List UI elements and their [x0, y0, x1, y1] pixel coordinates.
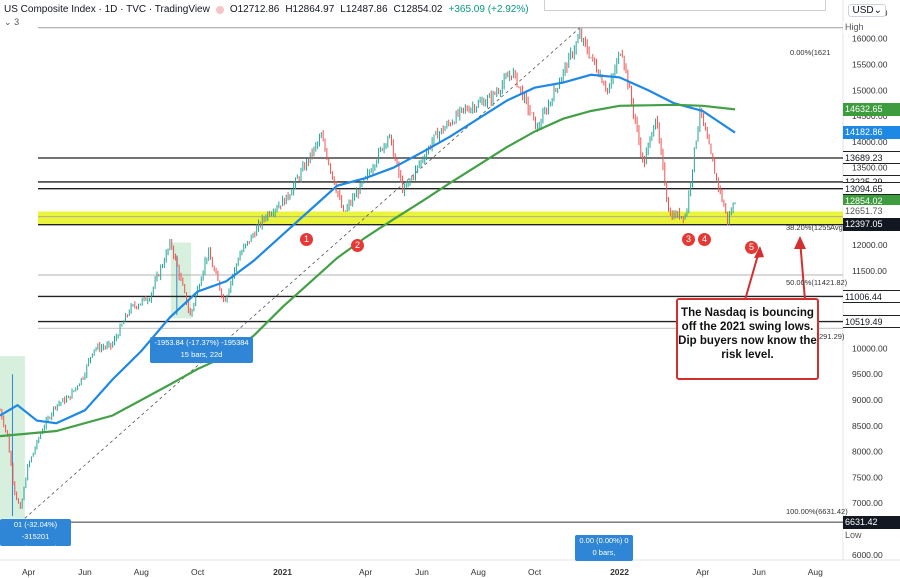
fib-label-382: 38.20%(1255 — [786, 223, 831, 232]
ma-slow-line — [0, 103, 736, 438]
y-tick-label: 7000.00 — [852, 498, 883, 508]
y-tick-label: 7500.00 — [852, 472, 883, 482]
ohlc-change: +365.09 (+2.92%) — [448, 4, 529, 15]
status-dot-icon — [215, 5, 224, 14]
price-axis-label: 14632.65 — [843, 102, 900, 116]
y-tick-label: 16000.00 — [852, 34, 888, 44]
currency-select[interactable]: USD⌄ — [848, 4, 886, 17]
swing-marker-1: 1 — [300, 233, 313, 246]
search-bar[interactable] — [544, 0, 826, 11]
measure-box-2: 01 (-32.04%) -315201 20 bars, 28d — [0, 519, 71, 553]
measure-box-3: 0.00 (0.00%) 0 0 bars, — [575, 535, 633, 561]
measure-box-1-line1: -1953.84 (-17.37%) -195384 — [154, 338, 249, 347]
chart-header: US Composite Index · 1D · TVC · TradingV… — [4, 4, 529, 15]
x-tick-label: Jun — [752, 567, 766, 577]
x-tick-label: 2022 — [610, 567, 629, 577]
ohlc-open: O12712.86 — [229, 4, 280, 15]
swing-marker-5: 5 — [745, 241, 758, 254]
x-tick-label: Apr — [696, 567, 709, 577]
measure-box-3-line2: 0 bars, — [592, 548, 616, 557]
x-tick-label: Aug — [134, 567, 149, 577]
x-tick-label: Apr — [359, 567, 372, 577]
measure-box-1-line2: 15 bars, 22d — [180, 350, 223, 359]
price-axis-label: 12854.02 — [843, 194, 900, 208]
fib-label-50: 50.00%(11421.82) — [786, 278, 848, 287]
callout-arrowhead-left — [754, 246, 764, 258]
y-tick-label: 8000.00 — [852, 447, 883, 457]
y-tick-label: 14000.00 — [852, 137, 888, 147]
x-tick-label: 2021 — [273, 567, 292, 577]
y-tick-label: 14500.00 — [852, 111, 888, 121]
annotation-callout: The Nasdaq is bouncing off the 2021 swin… — [676, 298, 819, 380]
callout-arrow-right — [799, 239, 806, 301]
chart-title: US Composite Index · 1D · TVC · TradingV… — [4, 4, 210, 15]
y-tick-label: 8500.00 — [852, 421, 883, 431]
x-tick-label: Jun — [415, 567, 429, 577]
chevron-down-icon: ⌄ — [873, 5, 882, 16]
fib-label-100: 100.00%(6631.42) — [786, 507, 848, 516]
price-axis-label: 14182.86 — [843, 125, 900, 139]
fib-label-0: 0.00%(1621 — [790, 48, 831, 57]
y-tick-label: 10000.00 — [852, 343, 888, 353]
x-tick-label: Apr — [22, 567, 35, 577]
y-tick-label: 15000.00 — [852, 85, 888, 95]
price-axis-label: 13689.23 — [843, 151, 900, 165]
y-tick-label: 12000.00 — [852, 240, 888, 250]
price-axis-label: 12397.05 — [843, 218, 900, 232]
fib-label-618: 291.29) — [819, 332, 845, 341]
ohlc-high: H12864.97 — [285, 4, 335, 15]
measure-box-2-line1: 01 (-32.04%) -315201 — [13, 520, 58, 541]
y-tick-label: 6000.00 — [852, 550, 883, 560]
chevron-down-icon: ⌄ — [4, 17, 12, 27]
swing-marker-4: 4 — [698, 233, 711, 246]
y-tick-label: 13500.00 — [852, 163, 888, 173]
indicator-count: 3 — [14, 17, 20, 27]
y-tick-label: 9500.00 — [852, 369, 883, 379]
price-bars — [0, 28, 736, 509]
x-tick-label: Oct — [191, 567, 205, 577]
price-axis-label: 12651.73 — [843, 205, 900, 219]
ohlc-close: C12854.02 — [393, 4, 443, 15]
y-tick-label: 15500.00 — [852, 60, 888, 70]
x-tick-label: Oct — [528, 567, 542, 577]
trendline — [20, 27, 581, 523]
y-tick-label: 11500.00 — [852, 266, 887, 276]
price-axis-label: High — [843, 21, 900, 35]
price-axis-label: 10519.49 — [843, 315, 900, 329]
x-tick-label: Jun — [78, 567, 92, 577]
currency-label: USD — [852, 5, 874, 16]
price-axis-label: 13094.65 — [843, 182, 900, 196]
price-axis-label: 6631.42 — [843, 515, 900, 529]
measure-box-2-line2: 20 bars, 28d — [14, 544, 57, 553]
x-tick-label: Aug — [471, 567, 486, 577]
callout-arrowhead-right — [794, 236, 806, 249]
price-axis-label: 11006.44 — [843, 289, 900, 303]
ma-fast-line — [0, 73, 736, 425]
swing-marker-3: 3 — [682, 233, 695, 246]
y-tick-label: 9000.00 — [852, 395, 883, 405]
avg-label: Avg — [830, 223, 843, 232]
measure-box-3-line1: 0.00 (0.00%) 0 — [579, 536, 629, 545]
measure-box-1: -1953.84 (-17.37%) -195384 15 bars, 22d — [150, 337, 253, 363]
indicator-toggle[interactable]: ⌄ 3 — [4, 17, 19, 28]
support-zone — [38, 211, 843, 225]
x-tick-label: Aug — [808, 567, 823, 577]
ohlc-low: L12487.86 — [340, 4, 388, 15]
swing-marker-2: 2 — [351, 239, 364, 252]
price-axis-label: Low — [843, 528, 900, 542]
